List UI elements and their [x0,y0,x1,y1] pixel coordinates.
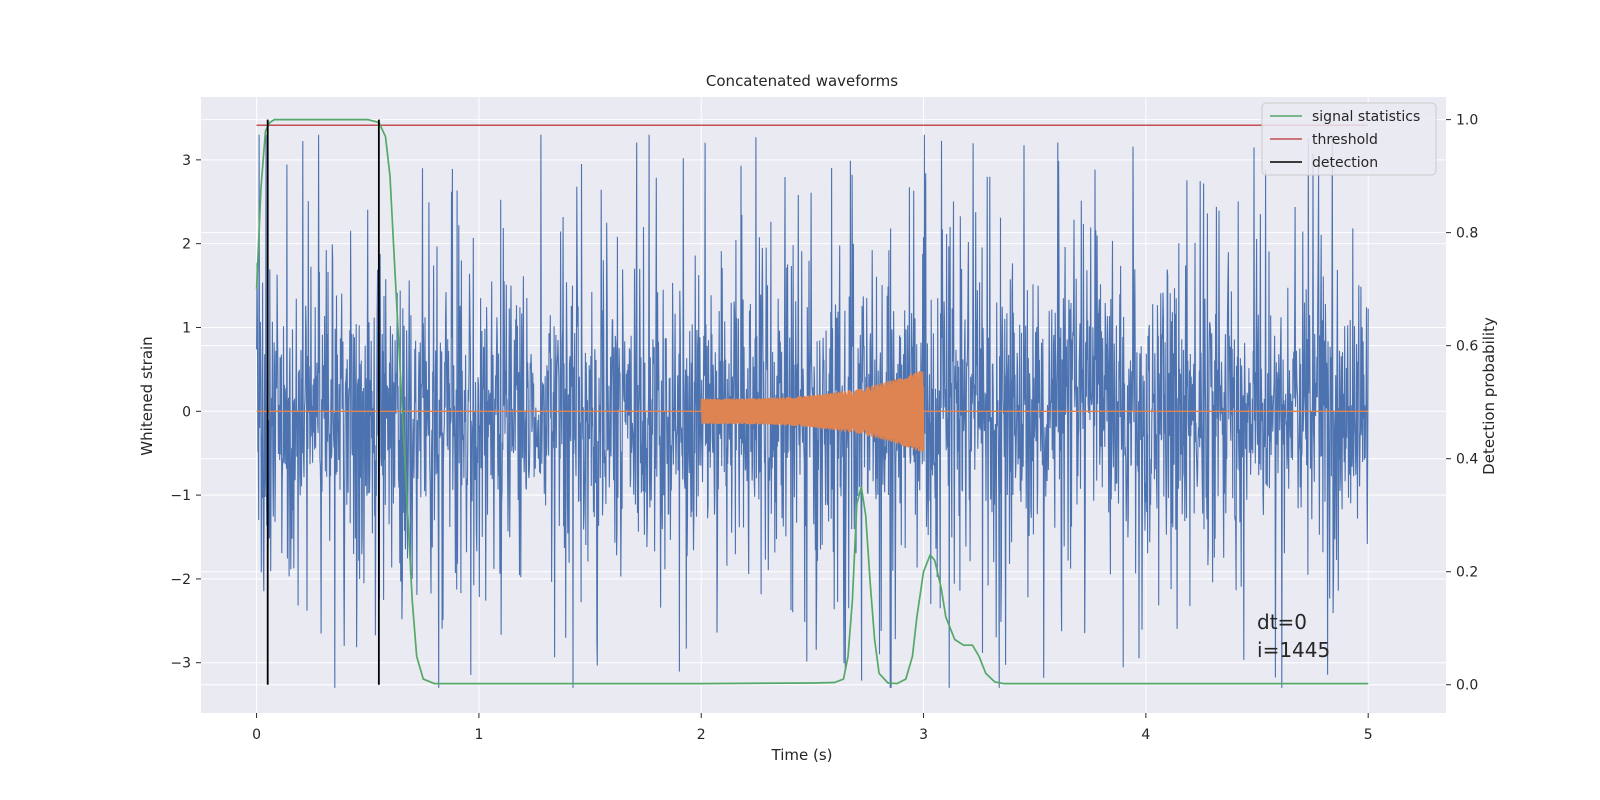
y-axis-label: Whitened strain [138,336,156,455]
legend-entry-detection: detection [1312,155,1378,171]
y-tick-label: −3 [170,656,191,672]
y2-axis-ticks: 0.0 0.2 0.4 0.6 0.8 1.0 [1446,113,1478,694]
y-tick-label: −1 [170,488,191,504]
x-tick-label: 0 [252,727,261,743]
x-axis-label: Time (s) [771,746,833,764]
x-tick-label: 4 [1141,727,1150,743]
y2-tick-label: 0.8 [1456,226,1478,242]
y-tick-label: 1 [182,320,191,336]
y-tick-label: 2 [182,237,191,253]
chart-title: Concatenated waveforms [706,72,898,90]
annotation-dt: dt=0 [1257,610,1307,634]
y2-tick-label: 1.0 [1456,113,1478,129]
x-tick-label: 2 [697,727,706,743]
y2-tick-label: 0.4 [1456,452,1478,468]
legend-box [1261,102,1437,176]
chirp-series [256,370,1369,452]
legend-entry-signal-statistics: signal statistics [1312,109,1420,125]
annotation: dt=0 i=1445 [1257,610,1330,662]
y2-tick-label: 0.0 [1456,678,1478,694]
signal-statistics-line [255,118,1369,685]
annotation-i: i=1445 [1257,638,1330,662]
y-tick-label: 3 [182,153,191,169]
chirp-trace [256,370,1369,452]
x-tick-label: 5 [1364,727,1373,743]
legend: signal statistics threshold detection [1261,102,1437,176]
legend-entry-threshold: threshold [1312,132,1378,148]
x-tick-label: 1 [474,727,483,743]
y-tick-label: 0 [182,404,191,420]
y-axis-ticks: −3 −2 −1 0 1 2 3 [170,153,201,672]
x-tick-label: 3 [919,727,928,743]
x-axis-ticks: 0 1 2 3 4 5 [252,713,1373,743]
signal-statistics-trace [255,118,1369,685]
y-tick-label: −2 [170,572,191,588]
y2-tick-label: 0.2 [1456,565,1478,581]
y2-axis-label: Detection probability [1480,317,1498,475]
y2-tick-label: 0.6 [1456,339,1478,355]
detection-lines [266,119,380,685]
